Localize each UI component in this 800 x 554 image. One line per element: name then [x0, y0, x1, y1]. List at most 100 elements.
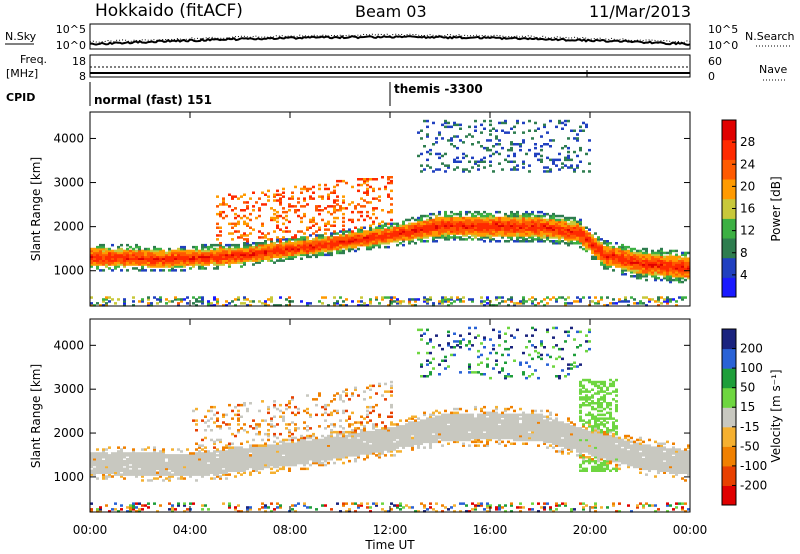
power-cell [657, 257, 660, 260]
power-cell [312, 191, 315, 194]
velocity-cell [267, 429, 270, 432]
power-cell [579, 226, 582, 229]
power-cell [561, 228, 564, 231]
velocity-cell [381, 508, 384, 511]
power-cell [558, 232, 561, 235]
power-cell [669, 257, 672, 260]
power-cell [270, 255, 273, 259]
power-cell [489, 238, 492, 241]
velocity-cell [102, 471, 105, 474]
velocity-cell [261, 506, 264, 509]
power-cell [327, 304, 330, 307]
velocity-cell [105, 465, 108, 469]
power-cell [432, 226, 435, 229]
power-cell [618, 247, 621, 251]
power-cell [585, 243, 588, 247]
velocity-cell [153, 477, 156, 480]
power-cell [513, 302, 516, 305]
velocity-cell [246, 430, 249, 434]
velocity-cell [309, 413, 312, 417]
velocity-cell [132, 471, 135, 474]
power-cell [285, 255, 288, 259]
power-cell [609, 242, 612, 245]
power-cell [528, 170, 531, 173]
power-cell [384, 228, 387, 231]
power-cell [426, 298, 429, 301]
power-cell [420, 240, 423, 243]
power-cell [243, 247, 246, 251]
power-cell [462, 232, 465, 235]
velocity-cell [372, 452, 375, 455]
power-cell [495, 218, 498, 222]
velocity-cell [105, 448, 108, 451]
velocity-cell [240, 446, 243, 449]
velocity-cell [174, 456, 177, 459]
power-cell [600, 245, 603, 249]
power-cell [606, 249, 609, 253]
power-cell [309, 255, 312, 259]
power-cell [147, 302, 150, 305]
power-cell [201, 245, 204, 249]
velocity-cell [351, 434, 354, 438]
velocity-cell [213, 477, 216, 480]
power-cell [630, 253, 633, 257]
power-cell [279, 242, 282, 245]
velocity-cell [231, 450, 234, 453]
power-cell [447, 234, 450, 237]
power-cell [528, 119, 531, 123]
velocity-cell [297, 446, 300, 449]
power-cell [228, 257, 231, 260]
power-cell [603, 242, 606, 245]
velocity-cell [342, 427, 345, 430]
velocity-cell [261, 438, 264, 442]
power-cell [549, 145, 552, 148]
power-cell [306, 243, 309, 247]
power-cell [285, 214, 288, 218]
power-cell [219, 234, 222, 237]
velocity-cell [171, 475, 174, 478]
power-cell [381, 224, 384, 227]
power-cell [540, 160, 543, 163]
power-cell [645, 253, 648, 257]
power-cell [219, 245, 222, 249]
power-cell [390, 203, 393, 206]
power-cell [123, 304, 126, 307]
velocity-cell [168, 458, 171, 461]
velocity-cell [225, 467, 228, 471]
velocity-cell [288, 446, 291, 449]
velocity-cell [219, 425, 222, 428]
velocity-cell [363, 446, 366, 449]
power-cell [213, 257, 216, 260]
power-cell [378, 226, 381, 229]
power-cell [552, 220, 555, 224]
power-cell [264, 253, 267, 257]
power-cell [303, 212, 306, 216]
velocity-cell [342, 442, 345, 445]
velocity-cell [258, 467, 261, 471]
power-cell [330, 234, 333, 237]
velocity-cell [210, 463, 213, 467]
power-cell [471, 216, 474, 220]
velocity-cell [237, 429, 240, 432]
power-cell [243, 296, 246, 299]
power-cell [255, 257, 258, 260]
power-cell [300, 230, 303, 233]
velocity-cell [360, 444, 363, 447]
power-cell [489, 232, 492, 235]
freq-tick-low: 8 [79, 70, 86, 83]
velocity-cell [342, 438, 345, 442]
power-cell [633, 302, 636, 305]
power-cell [546, 218, 549, 222]
power-cell [219, 203, 222, 206]
power-cell [282, 187, 285, 191]
power-cell [486, 220, 489, 224]
power-cell [636, 261, 639, 264]
power-cell [96, 261, 99, 264]
power-cell [408, 226, 411, 229]
power-cell [660, 257, 663, 260]
power-cell [324, 296, 327, 299]
power-cell [324, 222, 327, 226]
power-cell [342, 245, 345, 249]
power-cell [159, 296, 162, 299]
power-cell [144, 259, 147, 262]
